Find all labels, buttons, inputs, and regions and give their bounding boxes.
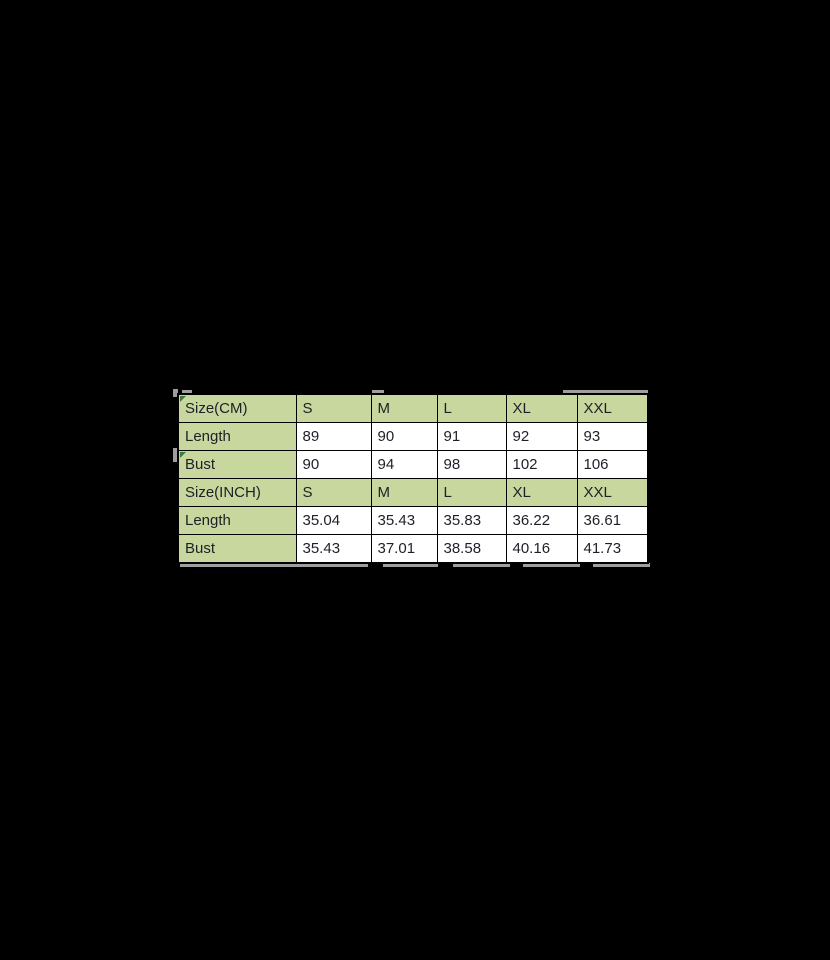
header-cell-size-cm: Size(CM) [177, 393, 297, 423]
header-cell: S [295, 393, 372, 423]
header-cell: S [295, 478, 372, 507]
value-cell: 35.04 [295, 506, 372, 535]
header-cell-size-inch: Size(INCH) [177, 478, 297, 507]
value-cell: 36.61 [576, 506, 649, 535]
value-cell: 37.01 [370, 534, 438, 564]
value-cell: 40.16 [505, 534, 578, 564]
value-cell: 38.58 [436, 534, 507, 564]
row-label-cell: Bust [177, 534, 297, 564]
row-label-cell: Length [177, 506, 297, 535]
value-cell: 94 [370, 450, 438, 479]
header-cell: XXL [576, 393, 649, 423]
value-cell: 93 [576, 422, 649, 451]
value-cell: 106 [576, 450, 649, 479]
value-cell: 102 [505, 450, 578, 479]
value-cell: 92 [505, 422, 578, 451]
value-cell: 91 [436, 422, 507, 451]
header-cell: L [436, 478, 507, 507]
row-label-cell: Bust [177, 450, 297, 479]
header-cell: XL [505, 393, 578, 423]
value-cell: 35.43 [295, 534, 372, 564]
value-cell: 36.22 [505, 506, 578, 535]
value-cell: 35.43 [370, 506, 438, 535]
size-chart: Size(CM) S M L XL XXL Length 89 90 91 92… [177, 393, 649, 564]
size-chart-table: Size(CM) S M L XL XXL Length 89 90 91 92… [177, 393, 649, 564]
header-cell: XL [505, 478, 578, 507]
header-cell: M [370, 478, 438, 507]
table-header-row-cm: Size(CM) S M L XL XXL [177, 393, 649, 423]
header-cell: XXL [576, 478, 649, 507]
value-cell: 98 [436, 450, 507, 479]
header-cell: M [370, 393, 438, 423]
table-row-length-cm: Length 89 90 91 92 93 [177, 422, 649, 451]
table-header-row-inch: Size(INCH) S M L XL XXL [177, 478, 649, 507]
value-cell: 89 [295, 422, 372, 451]
table-row-length-inch: Length 35.04 35.43 35.83 36.22 36.61 [177, 506, 649, 535]
value-cell: 90 [370, 422, 438, 451]
row-label-cell: Length [177, 422, 297, 451]
table-row-bust-cm: Bust 90 94 98 102 106 [177, 450, 649, 479]
value-cell: 90 [295, 450, 372, 479]
value-cell: 35.83 [436, 506, 507, 535]
value-cell: 41.73 [576, 534, 649, 564]
table-row-bust-inch: Bust 35.43 37.01 38.58 40.16 41.73 [177, 534, 649, 564]
header-cell: L [436, 393, 507, 423]
